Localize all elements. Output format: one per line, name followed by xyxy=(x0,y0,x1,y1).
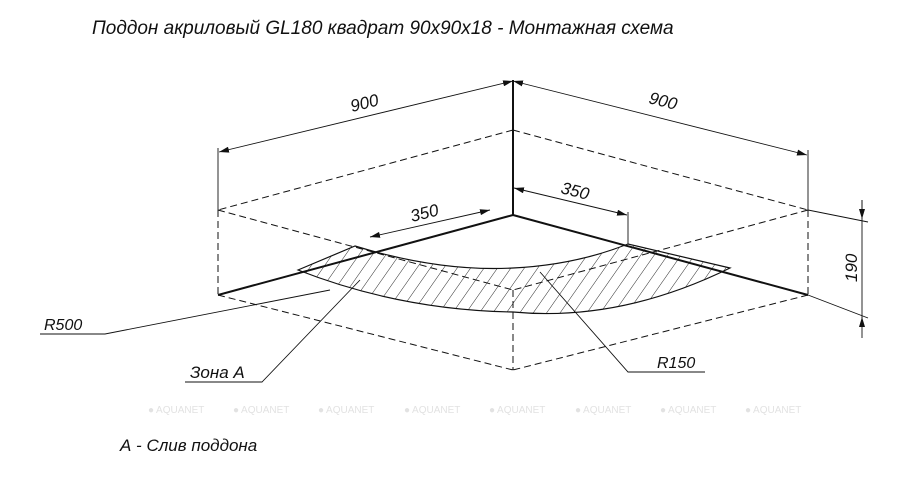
watermark: AQUANET xyxy=(404,405,460,416)
dim-width-left: 900 xyxy=(348,90,381,115)
dim-line-offset-left xyxy=(369,209,491,238)
label-zone-a: Зона А xyxy=(190,363,245,382)
dim-line-width-right xyxy=(512,80,808,156)
drain-legend: А - Слив поддона xyxy=(120,436,258,455)
watermark: AQUANET xyxy=(318,405,374,416)
watermark: AQUANET xyxy=(745,405,801,416)
dim-width-right: 900 xyxy=(647,88,680,113)
drain-zone-a xyxy=(296,243,732,315)
watermark: AQUANET xyxy=(575,405,631,416)
watermark: AQUANET xyxy=(233,405,289,416)
dim-line-width-left xyxy=(218,80,514,153)
dim-height: 190 xyxy=(842,253,861,282)
watermark: AQUANET xyxy=(148,405,204,416)
drawing-title: Поддон акриловый GL180 квадрат 90х90х18 … xyxy=(92,18,674,39)
dim-line-offset-right xyxy=(513,187,628,216)
watermark: AQUANET xyxy=(660,405,716,416)
watermark: AQUANET xyxy=(489,405,545,416)
label-outer-radius: R500 xyxy=(44,317,82,334)
label-inner-radius: R150 xyxy=(657,355,695,372)
